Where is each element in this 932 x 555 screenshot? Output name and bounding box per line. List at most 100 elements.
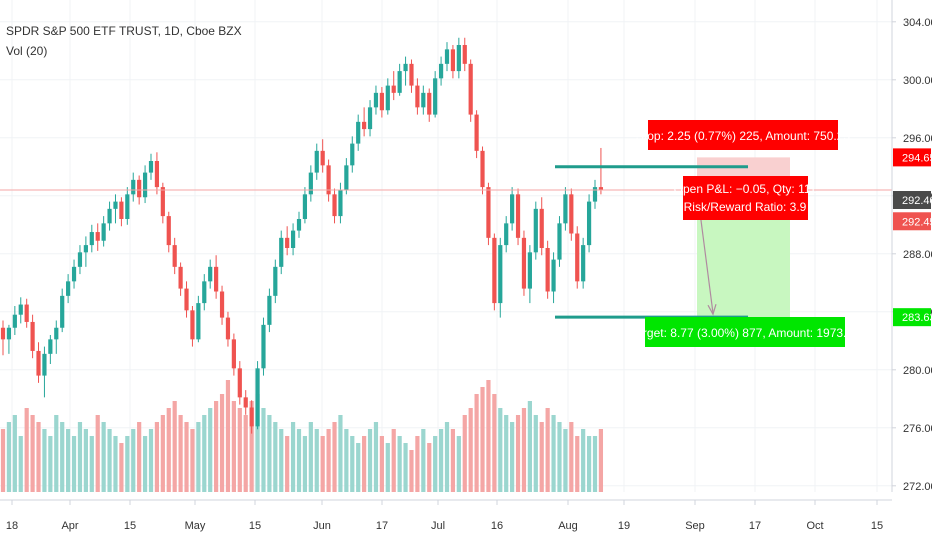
volume-bar bbox=[326, 429, 331, 492]
volume-bar bbox=[60, 422, 65, 492]
current-price-tag-box bbox=[893, 191, 931, 209]
volume-bar bbox=[83, 429, 88, 492]
candle bbox=[54, 320, 59, 354]
candle bbox=[101, 216, 106, 247]
volume-bar bbox=[592, 436, 598, 492]
candle bbox=[444, 42, 450, 72]
x-tick-label: Jun bbox=[313, 520, 331, 532]
pnl-label-box bbox=[683, 176, 808, 220]
candle bbox=[219, 285, 225, 325]
target-label: Target: 8.77 (3.00%) 877, Amount: 1973.4… bbox=[630, 326, 860, 340]
candle-body bbox=[89, 232, 94, 246]
candle bbox=[178, 262, 183, 296]
candle-body bbox=[438, 63, 444, 79]
candle-body bbox=[36, 350, 41, 376]
candle-body bbox=[285, 237, 290, 248]
volume-bar bbox=[569, 422, 574, 492]
candle-body bbox=[586, 201, 592, 246]
candle bbox=[83, 236, 88, 267]
volume-bar bbox=[515, 415, 521, 492]
symbol-title: SPDR S&P 500 ETF TRUST, 1D, Cboe BZX bbox=[6, 24, 242, 38]
candle bbox=[296, 211, 302, 238]
candle-body bbox=[24, 304, 29, 322]
volume-bar bbox=[107, 429, 112, 492]
candle bbox=[131, 172, 136, 202]
volume-bar bbox=[30, 415, 35, 492]
stop-price-tag-box bbox=[893, 148, 931, 167]
candle bbox=[344, 158, 349, 195]
volume-bar bbox=[166, 408, 171, 492]
candle bbox=[551, 252, 556, 304]
entry-price-tag-box bbox=[893, 212, 931, 231]
candle-body bbox=[510, 194, 515, 224]
candle bbox=[190, 306, 195, 347]
candle-body bbox=[397, 71, 402, 93]
candle bbox=[338, 182, 343, 224]
x-tick-label: 19 bbox=[618, 520, 630, 532]
candle bbox=[77, 245, 83, 275]
candle bbox=[409, 59, 414, 93]
candle bbox=[486, 182, 491, 246]
candle-body bbox=[569, 194, 574, 234]
candle bbox=[285, 226, 290, 256]
candle bbox=[504, 216, 509, 253]
volume-bar bbox=[285, 436, 290, 492]
candle bbox=[125, 187, 130, 225]
candle-body bbox=[66, 281, 71, 296]
volume-bar bbox=[438, 429, 444, 492]
volume-bar bbox=[160, 415, 165, 492]
candle-body bbox=[219, 291, 225, 318]
candle bbox=[379, 87, 384, 118]
volume-bar bbox=[462, 415, 467, 492]
volume-bar bbox=[391, 429, 396, 492]
candle bbox=[575, 226, 580, 289]
volume-bar bbox=[551, 415, 556, 492]
candle bbox=[521, 230, 527, 296]
y-tick-label: 272.00 bbox=[903, 481, 932, 493]
volume-bar bbox=[190, 429, 195, 492]
candle bbox=[456, 37, 461, 79]
volume-bar bbox=[302, 436, 308, 492]
candle-body bbox=[421, 92, 426, 108]
candle-body bbox=[95, 232, 100, 241]
volume-bar bbox=[492, 394, 497, 492]
volume-bar bbox=[415, 436, 420, 492]
volume-bar bbox=[184, 422, 189, 492]
candle bbox=[320, 139, 325, 173]
candle bbox=[160, 182, 165, 224]
candle bbox=[148, 153, 154, 180]
candle-body bbox=[83, 245, 88, 253]
volume-bar bbox=[581, 429, 586, 492]
candle-body bbox=[6, 327, 12, 340]
candle bbox=[249, 400, 254, 434]
projection-arrowhead bbox=[707, 303, 717, 316]
candle bbox=[474, 110, 479, 159]
current-price-tag: 292.40 bbox=[902, 195, 932, 207]
candle-body bbox=[515, 194, 521, 238]
candle bbox=[433, 71, 438, 118]
volume-bar bbox=[598, 429, 604, 492]
candle-body bbox=[367, 107, 373, 130]
candle bbox=[415, 78, 420, 115]
candle-body bbox=[456, 45, 461, 72]
candle-body bbox=[125, 194, 130, 219]
grid bbox=[0, 0, 892, 492]
candle bbox=[592, 179, 598, 209]
candle-body bbox=[338, 190, 343, 217]
candle-body bbox=[409, 63, 414, 86]
volume-bar bbox=[403, 443, 408, 492]
candle bbox=[498, 237, 503, 318]
candle-body bbox=[344, 165, 349, 190]
candle bbox=[302, 187, 308, 224]
candle-body bbox=[362, 121, 367, 130]
candle bbox=[237, 361, 242, 405]
y-tick-label: 288.00 bbox=[903, 249, 932, 261]
volume-bar bbox=[563, 429, 568, 492]
candle-body bbox=[137, 179, 142, 198]
candle bbox=[30, 314, 35, 359]
candle-body bbox=[379, 92, 384, 111]
candle bbox=[208, 259, 213, 289]
volume-bar bbox=[586, 436, 592, 492]
